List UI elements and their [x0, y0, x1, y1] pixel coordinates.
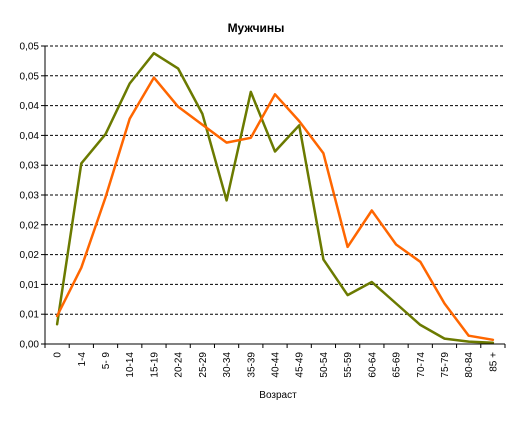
y-tick-label: 0,02: [20, 220, 40, 231]
x-tick-label: 40-44: [271, 352, 282, 378]
y-tick-label: 0,03: [20, 191, 40, 202]
x-tick-label: 60-64: [367, 352, 378, 378]
chart-title: Мужчины: [228, 21, 285, 35]
x-tick-label: 55-59: [343, 352, 354, 378]
x-tick-label: 85 +: [488, 352, 499, 372]
x-tick-label: 20-24: [174, 352, 185, 378]
x-tick-label: 5- 9: [101, 352, 112, 370]
x-tick-label: 0: [53, 352, 64, 358]
y-axis-ticks: 0,00 0,01 0,01 0,02 0,02 0,03 0,03 0,04 0,04 0,05…: [20, 42, 45, 351]
y-tick-label: 0,01: [20, 280, 40, 291]
x-tick-label: 1-4: [77, 352, 88, 367]
y-tick-label: 0,03: [20, 161, 40, 172]
y-tick-label: 0,05: [20, 71, 40, 82]
x-tick-label: 75-79: [440, 352, 451, 378]
x-axis-ticks: 0 1-4 5- 9 10-14 15-19 20-24 25-29 30-34 35-39 40…: [44, 344, 506, 378]
x-tick-label: 50-54: [319, 352, 330, 378]
series-lines: [55, 51, 495, 345]
y-tick-label: 0,02: [20, 250, 40, 261]
x-tick-label: 10-14: [125, 352, 136, 378]
x-axis-label: Возраст: [259, 390, 297, 401]
y-tick-label: 0,00: [20, 340, 40, 351]
x-tick-label: 25-29: [198, 352, 209, 378]
y-tick-label: 0,04: [20, 101, 40, 112]
y-tick-label: 0,04: [20, 131, 40, 142]
x-tick-label: 15-19: [149, 352, 160, 378]
x-tick-label: 70-74: [416, 352, 427, 378]
gridlines: [45, 45, 505, 315]
x-tick-label: 30-34: [222, 352, 233, 378]
x-tick-label: 65-69: [392, 352, 403, 378]
y-tick-label: 0,05: [20, 42, 40, 53]
x-tick-label: 80-84: [464, 352, 475, 378]
x-tick-label: 35-39: [246, 352, 257, 378]
y-tick-label: 0,01: [20, 310, 40, 321]
x-tick-label: 45-49: [295, 352, 306, 378]
series-line-2: [55, 76, 495, 342]
series-line-1: [55, 51, 495, 345]
